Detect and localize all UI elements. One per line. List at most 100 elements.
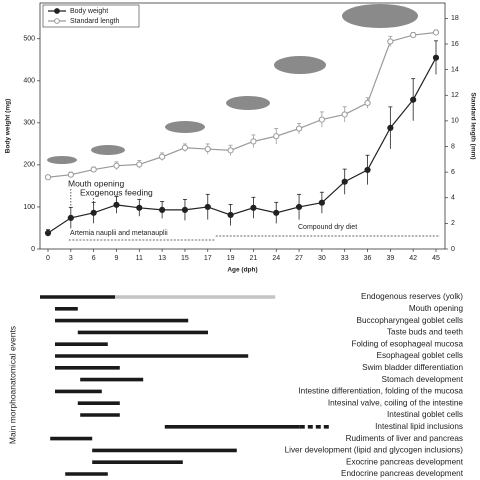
x-tick-label: 13 [158,255,166,262]
x-tick-label: 45 [432,255,440,262]
y2-tick-label: 4 [451,195,455,202]
data-point [410,31,417,39]
data-point [318,199,325,206]
y-tick-label: 400 [23,78,35,85]
data-point [44,174,52,181]
x-tick-label: 3 [69,255,73,262]
legend-marker [54,18,60,24]
y2-tick-label: 12 [451,92,459,99]
data-point [364,99,371,107]
data-point [204,203,211,211]
data-point [204,145,211,153]
data-point [341,111,348,118]
data-point [387,38,394,45]
data-point [295,203,303,211]
event-label: Intestinal lipid inclusions [375,422,463,431]
data-point [227,147,234,154]
x-tick-label: 42 [409,255,417,262]
data-point [90,209,97,216]
annotation: Artemia nauplii and metanauplii [70,230,168,237]
event-label: Stomach development [382,375,464,384]
x-tick-label: 21 [250,255,258,262]
event-label: Intesinal valve, coiling of the intestin… [328,398,464,407]
plot-frame [39,2,446,250]
x-tick-label: 17 [204,255,212,262]
legend-marker [54,8,60,14]
data-point [273,133,280,140]
x-tick-label: 11 [136,255,143,262]
data-point [67,214,74,221]
x-tick-label: 33 [341,255,349,262]
y2-tick-label: 16 [451,41,459,48]
data-point [136,161,143,168]
event-label: Esophageal goblet cells [377,351,464,360]
event-label: Exocrine pancreas development [346,457,464,466]
data-point [432,54,440,61]
event-label: Folding of esophageal mucosa [351,339,463,348]
data-point [113,201,120,208]
x-tick-label: 0 [46,255,50,262]
data-point [159,153,166,160]
x-tick-label: 24 [272,255,280,262]
x-tick-label: 30 [318,255,326,262]
y2-tick-label: 10 [451,118,459,125]
data-point [250,204,257,211]
y2-tick-label: 8 [451,143,455,150]
y2-tick-label: 2 [451,220,455,227]
series-line [47,31,437,178]
data-point [250,138,257,145]
x-tick-label: 9 [115,255,119,262]
event-label: Intestine differentiation, folding of th… [298,387,463,396]
data-point [227,211,234,219]
y2-tick-label: 6 [451,169,455,176]
data-point [341,178,348,185]
fish-illustrations [47,4,418,164]
event-label: Endocrine pancreas development [341,469,464,478]
legend-label: Standard length [70,18,120,25]
data-point [364,166,371,174]
data-point [387,124,394,131]
data-point [295,125,303,132]
data-point [432,29,440,36]
data-point [410,96,417,103]
annotation: Mouth opening [68,178,125,188]
event-label: Taste buds and teeth [387,328,463,337]
y-axis-title: Body weight (mg) [5,99,12,154]
event-label: Rudiments of liver and pancreas [346,434,463,443]
event-label: Liver development (lipid and glycogen in… [285,446,464,455]
data-point [113,162,120,169]
x-tick-label: 6 [92,255,96,262]
event-label: Mouth opening [409,304,464,313]
series-line [47,57,437,234]
x-tick-label: 15 [181,255,189,262]
y-tick-label: 300 [23,120,35,127]
data-point [159,206,166,213]
data-point [273,209,280,216]
y-tick-label: 200 [23,162,35,169]
y-axis-title: Main morphoanatomical events [7,326,17,444]
data-point [181,206,189,213]
event-label: Buccopharyngeal goblet cells [356,316,463,325]
data-point [318,116,325,123]
data-point [67,171,74,178]
data-point [90,166,97,173]
data-point [44,229,52,237]
event-label: Endogenous reserves (yolk) [361,292,463,301]
y-tick-label: 500 [23,36,35,43]
x-tick-label: 36 [364,255,372,262]
x-tick-label: 27 [295,255,303,262]
legend-box [42,4,140,28]
event-label: Intestinal goblet cells [387,410,463,419]
y2-tick-label: 0 [451,246,455,253]
y2-tick-label: 14 [451,66,459,73]
y-tick-label: 0 [31,246,35,253]
annotation: Compound dry diet [298,224,357,231]
legend-label: Body weight [70,8,108,15]
x-tick-label: 19 [227,255,235,262]
y2-axis-title: Standard length (mm) [469,92,476,159]
annotation: Exogenous feeding [80,187,153,197]
event-label: Swim bladder differentiation [362,363,463,372]
data-point [136,204,143,211]
